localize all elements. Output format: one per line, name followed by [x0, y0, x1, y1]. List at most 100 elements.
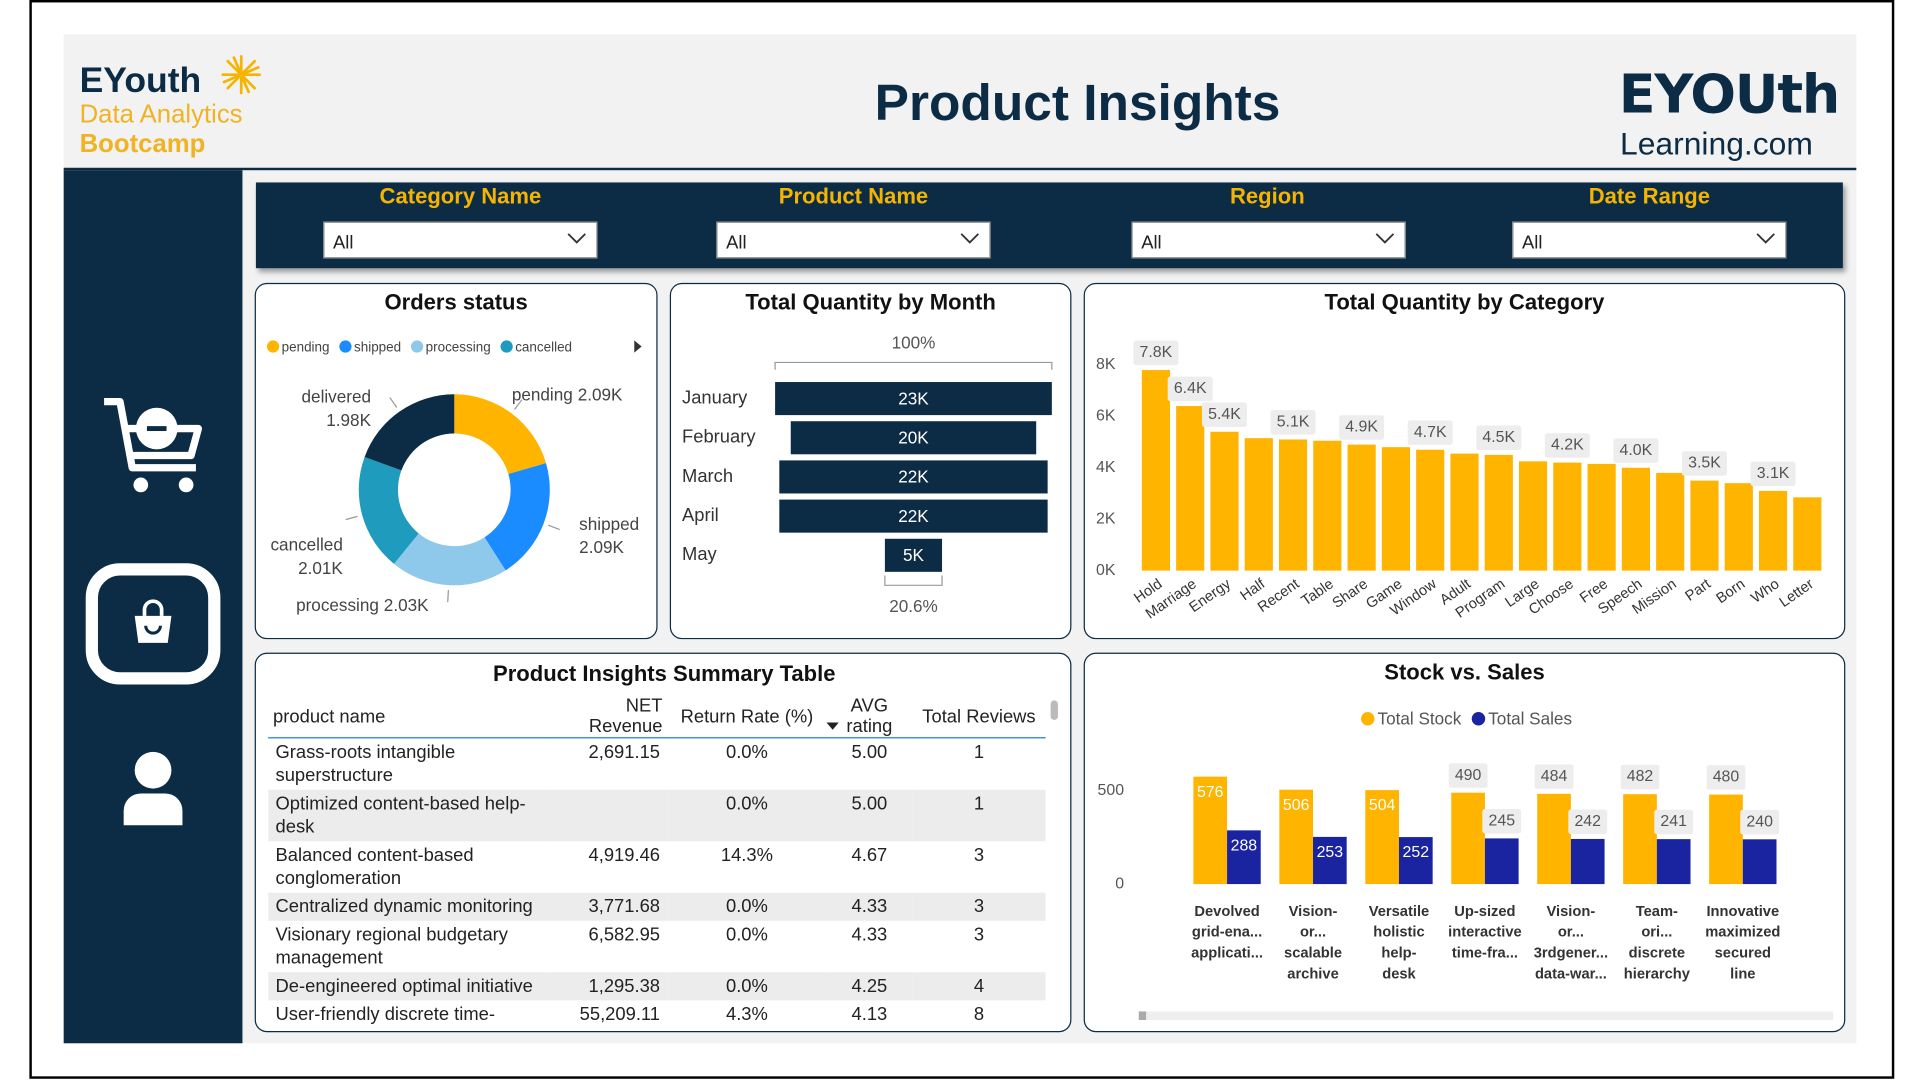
table-row: Grass-roots intangible superstructure 2,6…	[268, 738, 1046, 790]
table-cell: 8	[973, 1004, 985, 1025]
table-cell: 0.0%	[667, 892, 827, 921]
table-cell: 5.00	[851, 742, 888, 763]
x-tick-label: Innovative maximized secured line	[1705, 902, 1781, 983]
table-row: Visionary regional budgetary management 6…	[268, 921, 1046, 972]
column-header-text: AVG rating	[846, 695, 893, 738]
table-row: Centralized dynamic monitoring 3,771.68 0.…	[268, 892, 1046, 921]
card	[669, 282, 1072, 640]
dropdown[interactable]: All	[1131, 221, 1406, 259]
x-tick-label: Team-ori... discrete hierarchy	[1623, 902, 1690, 983]
table-cell: 4.25	[826, 972, 913, 1001]
table-cell: 1	[912, 789, 1046, 842]
table-cell: User-friendly discrete time-	[275, 1004, 495, 1025]
table-cell: Centralized dynamic monitoring	[268, 892, 550, 921]
table-cell: 3	[912, 892, 1046, 921]
table-cell: 3,771.68	[549, 892, 668, 921]
user-icon[interactable]	[120, 749, 186, 830]
table-cell: 2,691.15	[588, 742, 661, 763]
dropdown[interactable]: All	[716, 221, 991, 259]
column-header-text: product name	[273, 705, 386, 727]
column-header: AVG rating	[826, 695, 913, 739]
table-cell: Optimized content-based help-desk	[268, 789, 550, 842]
table-cell: 14.3%	[720, 844, 773, 866]
table-cell: 3	[973, 844, 985, 866]
column-header: Total Reviews	[912, 695, 1046, 739]
column-header-text: Return Rate (%)	[680, 705, 814, 727]
column-header: product name	[268, 695, 550, 739]
cart-icon[interactable]	[98, 392, 208, 502]
dropdown[interactable]: All	[323, 221, 598, 259]
chevron	[567, 233, 586, 244]
table-cell: 0.0%	[725, 924, 768, 946]
filter-label: Date Range	[1588, 183, 1711, 209]
table-row: Balanced content-based conglomeration 4,9…	[268, 841, 1046, 892]
scrollbar[interactable]	[1138, 1011, 1834, 1021]
table-cell: Balanced content-based conglomeration	[275, 844, 474, 889]
table-cell: 5.00	[826, 789, 913, 842]
table-cell: Grass-roots intangible superstructure	[275, 742, 456, 787]
table-cell: 4.33	[851, 924, 888, 946]
table-cell: 0.0%	[725, 742, 768, 763]
brand: EYouth	[79, 61, 202, 101]
frame	[29, 0, 1895, 1079]
table-cell: 3	[973, 924, 985, 946]
x-tick-label: Vision-or... scalable archive	[1284, 902, 1343, 983]
x-tick-label: Up-sized interactive time-fra...	[1448, 902, 1522, 962]
logo: EYOUth	[1618, 63, 1840, 127]
dropdown-value: All	[333, 232, 354, 254]
table-cell: 4.67	[851, 844, 888, 866]
table-cell	[549, 789, 668, 842]
x-tick-label: Vision-or... 3rdgener... data-war...	[1533, 902, 1609, 983]
card	[1083, 282, 1846, 640]
table-cell: 4,919.46	[588, 844, 661, 866]
column-header: Return Rate (%)	[667, 695, 827, 739]
dropdown-value: All	[1141, 232, 1162, 254]
header-rule	[63, 167, 1857, 171]
dropdown-value: All	[726, 232, 747, 254]
table-cell: 4.13	[851, 1004, 888, 1025]
logo-sub: Learning.com	[1620, 124, 1813, 162]
summary-table: product name NET Revenue Return Rate (%) AV…	[268, 695, 1046, 1029]
table-wrap: product name NET Revenue Return Rate (%) AV…	[268, 695, 1046, 1029]
table-cell: 55,209.11	[579, 1004, 661, 1025]
filter-label: Product Name	[778, 183, 929, 209]
sun-icon	[221, 54, 261, 95]
brand-sub: Data Analytics	[79, 100, 243, 129]
dropdown-value: All	[1522, 232, 1543, 254]
table-title: Product Insights Summary Table	[493, 661, 836, 686]
scroll-thumb[interactable]	[1138, 1011, 1147, 1021]
table-cell: 4.3%	[725, 1004, 768, 1025]
chevron	[1375, 233, 1395, 244]
header-row: product name NET Revenue Return Rate (%) AV…	[268, 695, 1046, 739]
scrollbar[interactable]	[1050, 700, 1058, 721]
x-tick-label: Devolved grid-ena... applicati...	[1191, 902, 1263, 962]
column-header-text: NET Revenue	[588, 695, 663, 738]
table-cell: 1,295.38	[549, 972, 668, 1001]
table-cell: 0.0%	[667, 789, 827, 842]
column-header: NET Revenue	[549, 695, 668, 739]
filter-label: Region	[1230, 183, 1305, 209]
chevron	[1756, 233, 1775, 244]
column-header-text: Total Reviews	[922, 705, 1036, 727]
card	[254, 282, 658, 640]
nav-active[interactable]	[85, 563, 221, 685]
thead: product name NET Revenue Return Rate (%) AV…	[268, 695, 1046, 739]
table-cell: De-engineered optimal initiative	[268, 972, 550, 1001]
table-row: De-engineered optimal initiative 1,295.38…	[268, 972, 1046, 1001]
table-cell: 4	[912, 972, 1046, 1001]
table-cell: 1	[973, 742, 985, 763]
brand-sub: Bootcamp	[79, 129, 206, 158]
table-row: User-friendly discrete time- 55,209.11 4.3…	[268, 1000, 1046, 1028]
table-cell: Visionary regional budgetary management	[275, 924, 508, 969]
tbody: Grass-roots intangible superstructure 2,6…	[268, 738, 1046, 1029]
table-cell: 4.33	[826, 892, 913, 921]
table-row: Optimized content-based help-desk 0.0% 5.0…	[268, 789, 1046, 842]
chevron	[960, 233, 980, 244]
dropdown[interactable]: All	[1512, 221, 1787, 259]
sort-arrow	[826, 722, 839, 730]
page-title: Product Insights	[874, 73, 1281, 132]
x-tick-label: Versatile holistic help-desk	[1368, 902, 1430, 983]
table-cell: 0.0%	[667, 972, 827, 1001]
